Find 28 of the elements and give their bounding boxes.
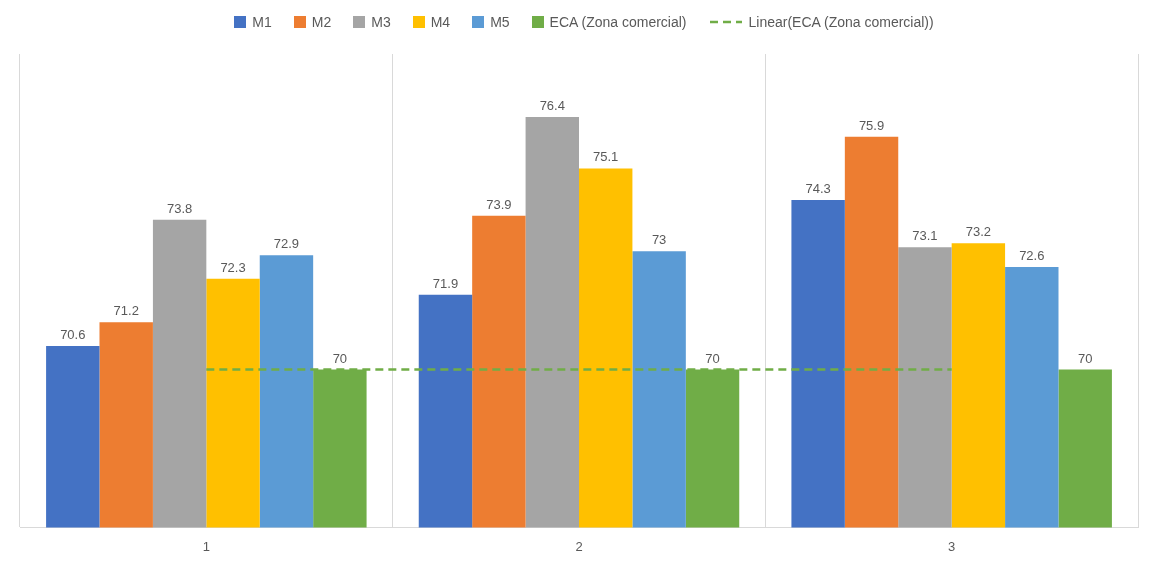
legend-label: M5 bbox=[490, 14, 510, 30]
x-tick-label: 1 bbox=[202, 538, 210, 554]
data-label: 73.1 bbox=[912, 228, 938, 244]
data-label: 73.9 bbox=[486, 196, 512, 212]
data-label: 73 bbox=[651, 232, 667, 248]
data-label: 73.8 bbox=[166, 200, 193, 216]
legend-label: M2 bbox=[311, 14, 332, 30]
data-label: 70 bbox=[332, 350, 348, 366]
data-label: 70 bbox=[705, 350, 720, 366]
legend-label: Linear(ECA (Zona comercial)) bbox=[748, 14, 934, 30]
data-label: 72.3 bbox=[220, 259, 246, 275]
legend-label: M3 bbox=[371, 14, 391, 30]
data-label: 74.3 bbox=[805, 181, 831, 197]
legend-label: M1 bbox=[252, 14, 272, 30]
data-label: 75.9 bbox=[858, 117, 885, 133]
x-tick-label: 2 bbox=[575, 538, 583, 554]
data-label: 76.4 bbox=[539, 98, 565, 114]
data-label: 73.2 bbox=[965, 224, 992, 240]
legend-label: M4 bbox=[430, 14, 451, 30]
data-label: 70.6 bbox=[60, 327, 86, 343]
x-tick-label: 3 bbox=[948, 538, 956, 554]
data-label: 72.6 bbox=[1019, 248, 1045, 264]
data-label: 71.9 bbox=[432, 275, 459, 291]
data-label: 70 bbox=[1077, 350, 1093, 366]
data-label: 72.9 bbox=[273, 236, 300, 252]
data-label: 75.1 bbox=[593, 149, 619, 165]
data-label: 71.2 bbox=[113, 303, 139, 319]
legend-label: ECA (Zona comercial) bbox=[549, 14, 687, 30]
